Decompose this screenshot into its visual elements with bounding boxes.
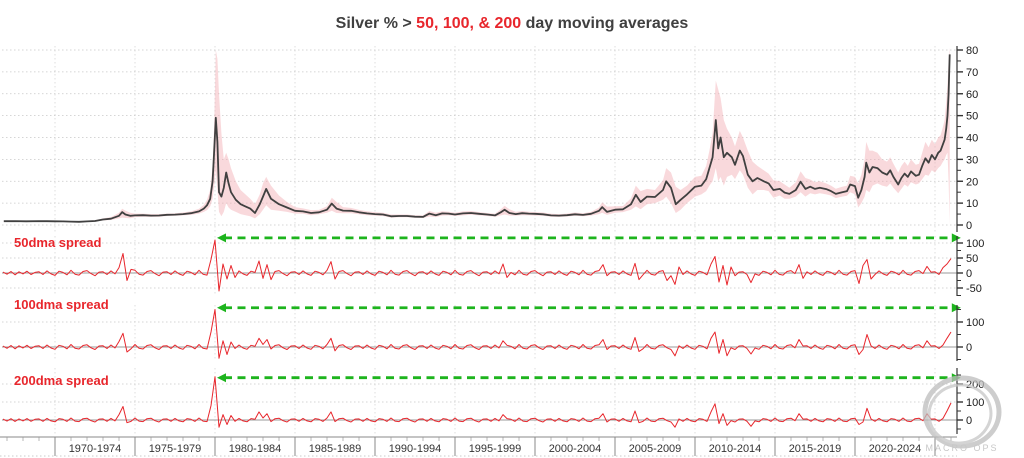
x-bin-label: 1975-1979: [149, 443, 202, 455]
x-bin-label: 1995-1999: [469, 443, 522, 455]
y-tick-label: 100: [966, 397, 984, 409]
y-tick-label: 0: [966, 342, 972, 354]
x-bin-label: 2020-2024: [869, 443, 922, 455]
x-bin-label: 2000-2004: [549, 443, 602, 455]
y-tick-label: 70: [966, 67, 978, 79]
arrowhead-left: [217, 233, 226, 243]
main-price-panel: [3, 47, 951, 224]
y-tick-label: 60: [966, 89, 978, 101]
title-highlight: 50, 100, & 200: [416, 15, 521, 32]
watermark-text: MACRO OPS: [925, 443, 998, 453]
arrowhead-right: [951, 303, 961, 313]
spread100-line: [2, 309, 952, 359]
y-tick-label: -50: [966, 283, 982, 295]
watermark-swirl-outer: [922, 375, 1002, 449]
y-tick-label: 100: [966, 317, 984, 329]
spread100-panel: 100dma spread: [2, 297, 952, 359]
title-suffix: day moving averages: [521, 15, 688, 32]
y-tick-label: 50: [966, 111, 978, 123]
x-bin-label: 1980-1984: [229, 443, 282, 455]
x-bin-label: 1990-1994: [389, 443, 442, 455]
grid-layer: [2, 46, 957, 434]
price-band-area: [3, 47, 950, 224]
x-bin-label: 2010-2014: [709, 443, 762, 455]
spread200-label: 200dma spread: [14, 373, 109, 388]
y-tick-label: 100: [966, 238, 984, 250]
x-bin-label: 2015-2019: [789, 443, 842, 455]
chart-title: Silver % > 50, 100, & 200 day moving ave…: [336, 15, 689, 32]
spread200-line: [2, 376, 952, 428]
arrowhead-right: [951, 233, 961, 243]
spread50-line: [2, 239, 952, 292]
spread50-panel: 50dma spread: [2, 235, 952, 292]
spread200-panel: 200dma spread: [2, 373, 952, 428]
y-tick-label: 0: [966, 415, 972, 427]
spread50-label: 50dma spread: [14, 235, 101, 250]
title-prefix: Silver % >: [336, 15, 417, 32]
y-tick-label: 0: [966, 268, 972, 280]
silver-price-line: [3, 54, 951, 223]
macro-ops-watermark: MACRO OPS: [922, 375, 1002, 453]
x-bin-label: 1970-1974: [69, 443, 122, 455]
arrowhead-left: [217, 373, 226, 383]
y-tick-label: 40: [966, 133, 978, 145]
x-bin-label: 1985-1989: [309, 443, 362, 455]
y-tick-label: 0: [966, 220, 972, 232]
spread100-label: 100dma spread: [14, 297, 109, 312]
y-tick-label: 80: [966, 45, 978, 57]
arrowhead-left: [217, 303, 226, 313]
y-tick-label: 30: [966, 154, 978, 166]
y-tick-label: 10: [966, 198, 978, 210]
x-axis-band: 1970-1974 1975-1979 1980-1984 1985-1989 1990…: [0, 436, 957, 457]
watermark-swirl-inner: [927, 383, 993, 445]
x-bin-label: 2005-2009: [629, 443, 682, 455]
y-tick-label: 50: [966, 253, 978, 265]
y-tick-label: 20: [966, 176, 978, 188]
arrows-layer: [217, 233, 961, 383]
